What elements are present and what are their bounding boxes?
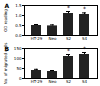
svg-text:1.5: 1.5 bbox=[15, 3, 22, 8]
svg-text:*: * bbox=[67, 4, 70, 11]
svg-text:50: 50 bbox=[16, 66, 22, 71]
svg-text:S4: S4 bbox=[82, 79, 88, 84]
svg-text:S4: S4 bbox=[82, 36, 88, 41]
svg-text:0.0: 0.0 bbox=[15, 33, 22, 38]
svg-text:B: B bbox=[5, 45, 10, 52]
svg-text:HT-29: HT-29 bbox=[31, 36, 43, 41]
svg-text:Neo: Neo bbox=[49, 36, 57, 41]
svg-text:No. of migrated cells: No. of migrated cells bbox=[3, 42, 9, 85]
svg-text:100: 100 bbox=[14, 56, 22, 61]
svg-text:Neo: Neo bbox=[49, 79, 57, 84]
svg-text:*: * bbox=[67, 47, 70, 54]
svg-text:1.0: 1.0 bbox=[15, 13, 22, 18]
svg-text:*: * bbox=[83, 5, 86, 12]
svg-text:S2: S2 bbox=[66, 79, 72, 84]
svg-text:S2: S2 bbox=[66, 36, 72, 41]
svg-text:OD reading: OD reading bbox=[3, 9, 8, 32]
svg-text:A: A bbox=[5, 2, 10, 9]
svg-text:HT-29: HT-29 bbox=[31, 79, 43, 84]
svg-text:*: * bbox=[83, 45, 86, 52]
svg-text:150: 150 bbox=[14, 46, 22, 51]
svg-text:0.5: 0.5 bbox=[15, 23, 22, 28]
svg-text:0: 0 bbox=[19, 76, 22, 81]
